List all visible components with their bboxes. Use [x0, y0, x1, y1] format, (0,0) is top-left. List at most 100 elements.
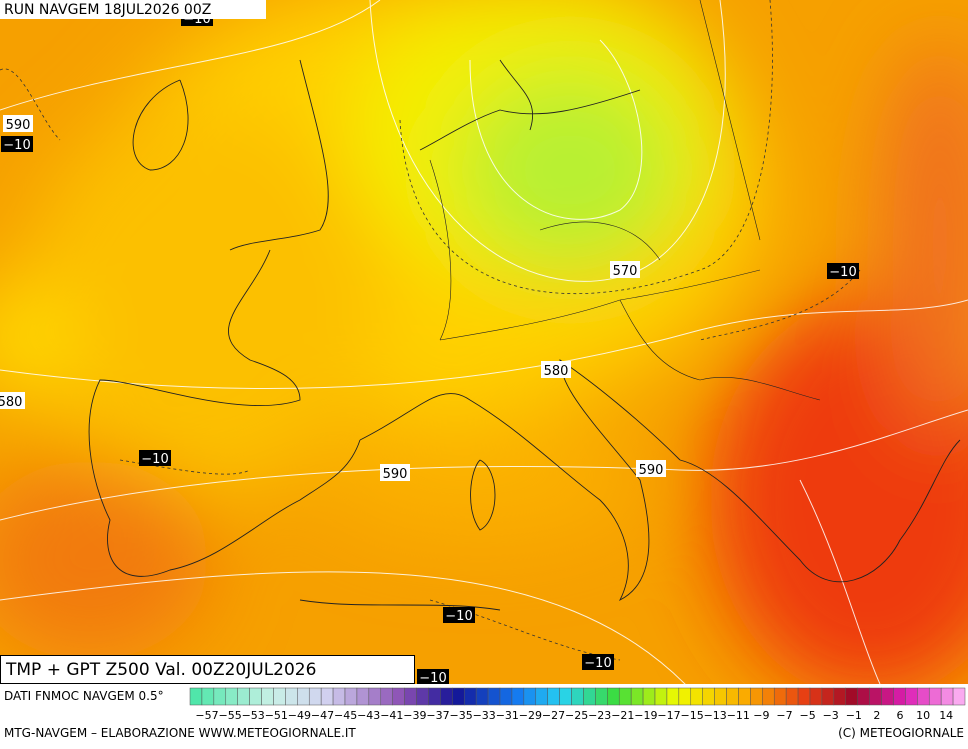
scale-box: [678, 687, 692, 706]
scale-box: [893, 687, 906, 706]
temperature-label: −10: [829, 265, 856, 280]
height-contours: [0, 0, 968, 684]
temperature-label: −10: [445, 609, 472, 624]
scale-box: [857, 687, 870, 706]
scale-label: −37: [426, 709, 449, 722]
scale-label: −1: [846, 709, 862, 722]
height-label: 580: [0, 395, 22, 410]
scale-box: [714, 687, 727, 706]
scale-box: [547, 687, 560, 706]
scale-label: 10: [916, 709, 930, 722]
header-box: [0, 0, 266, 19]
scale-box: [928, 687, 942, 706]
scale-box: [809, 687, 823, 706]
borders: [429, 0, 821, 401]
height-label-box: [541, 361, 571, 378]
scale-box: [463, 687, 477, 706]
scale-box: [285, 687, 298, 706]
scale-box: [404, 687, 417, 706]
scale-label: −49: [288, 709, 311, 722]
scale-box: [213, 687, 227, 706]
footer-left: MTG-NAVGEM – ELABORAZIONE WWW.METEOGIORN…: [4, 726, 356, 740]
coastlines: [88, 59, 961, 611]
scale-label: −47: [311, 709, 334, 722]
scale-label: −29: [519, 709, 542, 722]
height-label: 580: [544, 364, 569, 379]
scale-box: [368, 687, 382, 706]
scale-label: −5: [799, 709, 815, 722]
scale-box: [487, 687, 501, 706]
scale-box: [261, 687, 274, 706]
temperature-label: −10: [141, 452, 168, 467]
scale-box: [607, 687, 620, 706]
scale-box: [416, 687, 429, 706]
scale-box: [273, 687, 286, 706]
temperature-label: −10: [584, 656, 611, 671]
height-label: 590: [639, 463, 664, 478]
temperature-label-box: [1, 136, 33, 152]
scale-box: [201, 687, 215, 706]
scale-box: [797, 687, 811, 706]
scale-box: [356, 687, 370, 706]
scale-box: [249, 687, 262, 706]
color-scale: [189, 687, 966, 706]
scale-box: [869, 687, 882, 706]
scale-box: [475, 687, 489, 706]
scale-box: [738, 687, 751, 706]
scale-box: [905, 687, 918, 706]
temperature-label-box: [417, 669, 449, 685]
scale-box: [559, 687, 572, 706]
footer-right: (C) METEOGIORNALE: [838, 726, 964, 740]
scale-label: −31: [496, 709, 519, 722]
scale-label: −7: [776, 709, 792, 722]
map-field: [0, 0, 968, 684]
scale-box: [773, 687, 787, 706]
temperature-label-box: [139, 450, 171, 466]
scale-label: −45: [334, 709, 357, 722]
scale-label: −19: [634, 709, 657, 722]
scale-label: −11: [727, 709, 750, 722]
temperature-label-box: [827, 263, 859, 279]
height-label-box: [380, 464, 410, 481]
scale-label: −9: [753, 709, 769, 722]
scale-label: −15: [680, 709, 703, 722]
scale-box: [642, 687, 656, 706]
scale-box: [940, 687, 954, 706]
scale-box: [618, 687, 632, 706]
scale-box: [917, 687, 930, 706]
scale-source: DATI FNMOC NAVGEM 0.5°: [4, 689, 164, 703]
scale-box: [595, 687, 608, 706]
scale-label: 6: [897, 709, 904, 722]
color-scale-labels: −57 −55 −53 −51 −49 −47 −45 −43 −41 −39 −37 −35 −33−…: [195, 709, 953, 722]
scale-box: [499, 687, 513, 706]
run-label: RUN NAVGEM 18JUL2026 00Z: [4, 2, 211, 18]
scale-label: −21: [611, 709, 634, 722]
scale-label: −33: [473, 709, 496, 722]
height-label-box: [610, 261, 640, 278]
scale-label: −43: [357, 709, 380, 722]
scale-label: −55: [218, 709, 241, 722]
scale-label: −3: [823, 709, 839, 722]
scale-label: −25: [565, 709, 588, 722]
scale-box: [237, 687, 250, 706]
height-label-box: [636, 460, 666, 477]
height-label-box: [3, 115, 33, 132]
scale-box: [428, 687, 441, 706]
scale-label: −53: [242, 709, 265, 722]
title-box: [0, 655, 415, 684]
scale-box: [702, 687, 715, 706]
scale-label: −39: [403, 709, 426, 722]
height-label-box: [0, 392, 25, 409]
scale-box: [762, 687, 775, 706]
scale-box: [833, 687, 847, 706]
scale-box: [535, 687, 548, 706]
scale-box: [440, 687, 453, 706]
temperature-label-box: [443, 607, 475, 623]
scale-box: [297, 687, 310, 706]
scale-box: [452, 687, 465, 706]
scale-label: −13: [704, 709, 727, 722]
height-label: 590: [6, 118, 31, 133]
scale-box: [583, 687, 596, 706]
